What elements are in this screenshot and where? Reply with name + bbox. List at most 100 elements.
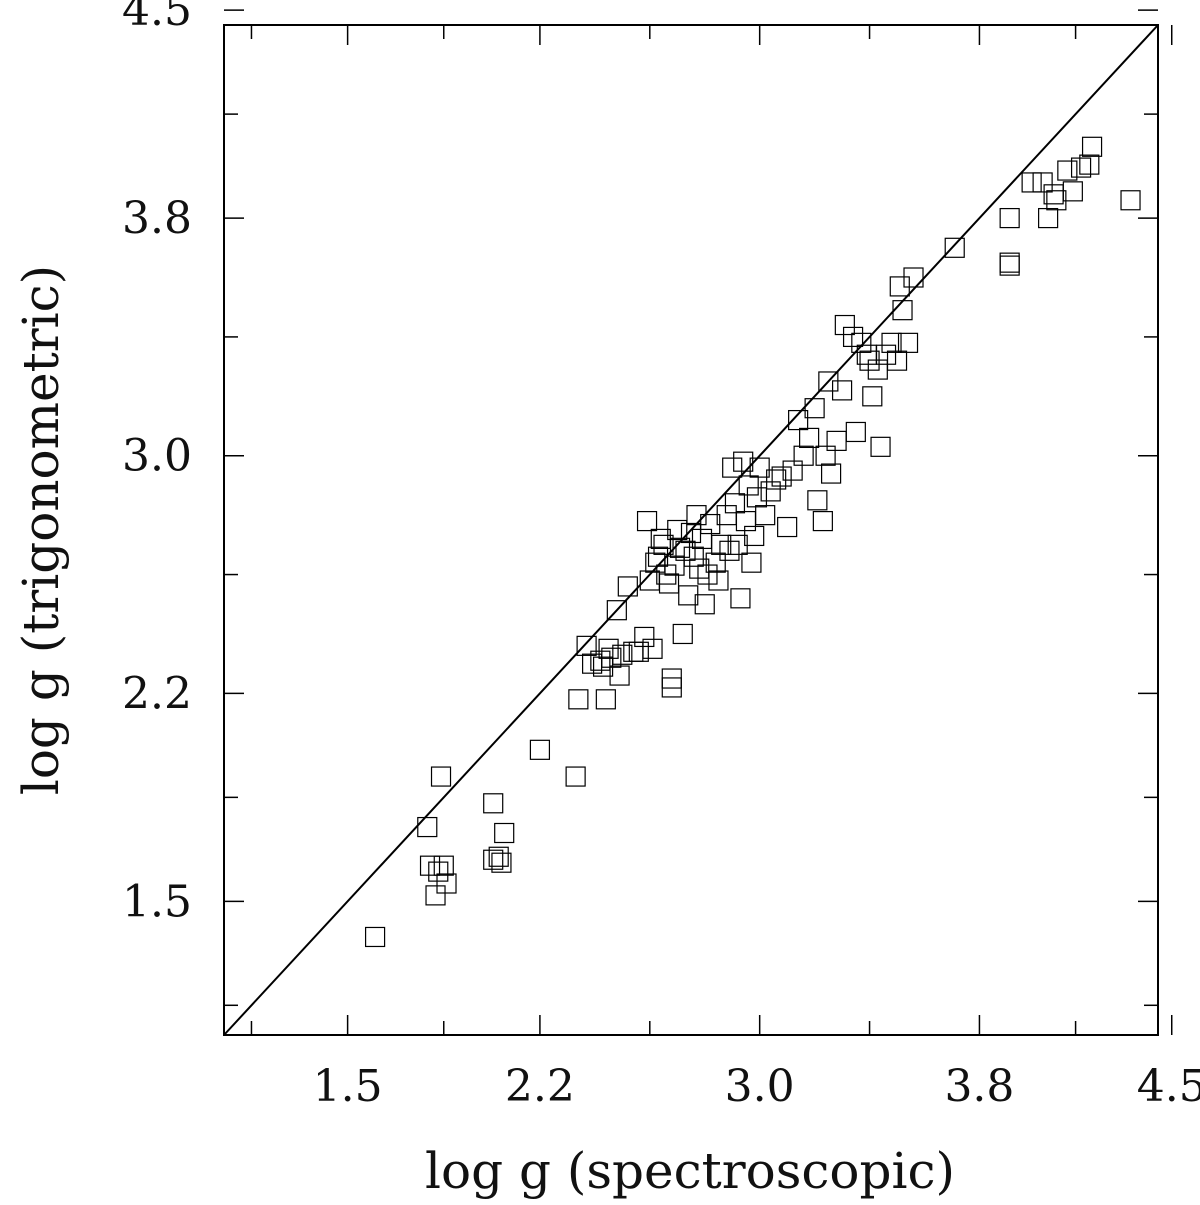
data-point-square (672, 623, 693, 645)
data-point-square (804, 398, 825, 419)
data-point-square (667, 519, 688, 541)
data-point-square (735, 510, 757, 532)
data-point-square (826, 430, 847, 451)
data-point-square (576, 635, 597, 656)
data-point-square (529, 739, 551, 760)
data-point-square (799, 427, 820, 449)
y-tick-label: 3.0 (122, 431, 192, 482)
data-point-square (565, 766, 586, 787)
data-point-square (845, 421, 866, 443)
y-axis-label: log g (trigonometric) (12, 265, 70, 795)
data-point-square (892, 300, 913, 321)
data-point-square (741, 552, 762, 573)
data-point-square (815, 445, 836, 466)
data-point-square (1079, 154, 1100, 175)
data-point-square (697, 564, 718, 585)
data-point-square (777, 516, 798, 538)
data-point-square (719, 540, 740, 561)
data-point-square (755, 505, 776, 526)
data-point-square (1062, 181, 1083, 202)
y-tick-labels: 1.5 2.2 3.0 3.8 4.5 (122, 0, 192, 927)
data-point-square (834, 314, 855, 336)
data-point-square (595, 689, 616, 710)
data-point-square (1057, 160, 1078, 181)
data-point-square (746, 487, 768, 508)
data-point-square (820, 463, 842, 484)
data-point-square (831, 380, 853, 401)
y-tick-label: 3.8 (122, 193, 192, 244)
x-tick-label: 3.0 (725, 1061, 795, 1112)
data-point-square (491, 852, 512, 873)
data-point-square (1081, 136, 1103, 157)
data-point-square (568, 689, 589, 710)
data-point-square (722, 457, 743, 478)
data-point-square (430, 766, 452, 787)
data-points (364, 136, 1141, 948)
data-point-square (1038, 207, 1059, 229)
data-point-square (601, 647, 622, 668)
data-point-square (661, 668, 682, 689)
plot-frame (223, 24, 1159, 1036)
data-point-square (724, 493, 746, 514)
x-tick-labels: 1.5 2.2 3.0 3.8 4.5 (313, 1061, 1200, 1112)
data-point-square (944, 237, 965, 258)
data-point-square (705, 552, 726, 573)
x-axis-label: log g (spectroscopic) (425, 1142, 955, 1200)
data-point-square (771, 466, 792, 487)
data-point-square (1120, 190, 1141, 211)
data-point-square (782, 460, 803, 481)
data-point-square (417, 816, 438, 838)
data-point-square (812, 510, 833, 532)
data-point-square (1032, 172, 1053, 193)
data-point-square (488, 846, 509, 867)
plot-area-border (223, 24, 1159, 1036)
data-point-square (494, 822, 515, 844)
data-point-square (897, 332, 919, 353)
data-point-square (1021, 172, 1042, 193)
data-point-square (881, 332, 902, 353)
data-point-square (653, 534, 674, 555)
data-point-square (793, 445, 814, 466)
data-point-square (428, 861, 449, 882)
data-point-square (886, 350, 908, 371)
data-point-square (483, 849, 504, 870)
data-point-square (364, 926, 386, 948)
y-tick-label: 4.5 (122, 0, 192, 36)
data-point-square (694, 594, 715, 615)
data-point-square (733, 451, 754, 472)
data-point-square (683, 546, 704, 567)
data-point-square (419, 855, 441, 876)
data-point-square (999, 207, 1020, 229)
data-point-square (612, 644, 633, 665)
x-tick-label: 2.2 (505, 1061, 575, 1112)
axis-ticks (224, 9, 1173, 1035)
y-tick-label: 2.2 (122, 668, 192, 719)
data-point-square (738, 475, 759, 496)
data-point-square (851, 332, 872, 353)
data-point-square (675, 540, 696, 561)
one-to-one-reference-line (223, 24, 1159, 1036)
data-point-square (483, 793, 504, 814)
data-point-square (658, 573, 680, 594)
data-point-square (628, 641, 649, 662)
data-point-square (436, 873, 457, 894)
data-point-square (634, 626, 655, 648)
y-tick-label: 1.5 (122, 876, 192, 927)
x-tick-label: 1.5 (313, 1061, 383, 1112)
data-point-square (760, 481, 781, 502)
data-point-square (730, 588, 751, 609)
data-point-square (749, 457, 770, 478)
data-point-square (711, 534, 732, 555)
data-point-square (999, 252, 1020, 273)
data-point-square (642, 638, 663, 659)
data-point-square (1070, 157, 1092, 178)
data-point-square (862, 386, 883, 407)
data-point-square (842, 326, 864, 348)
data-point-square (425, 885, 446, 906)
data-point-square (590, 650, 611, 671)
data-point-square (636, 510, 658, 532)
data-point-square (870, 436, 891, 457)
data-point-square (807, 490, 828, 511)
data-point-square (609, 665, 630, 686)
